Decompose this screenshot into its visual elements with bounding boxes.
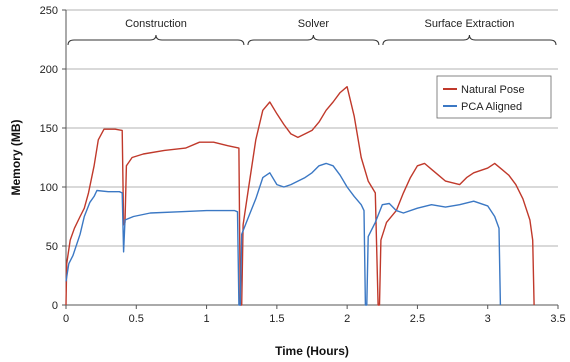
phase-bracket-0 xyxy=(67,34,245,46)
series-line-0 xyxy=(65,85,535,306)
x-axis-title: Time (Hours) xyxy=(275,344,349,358)
y-tick-label-0: 0 xyxy=(52,300,58,312)
phase-label-1: Solver xyxy=(298,18,330,30)
legend-label-1: PCA Aligned xyxy=(461,101,522,113)
y-tick-label-4: 200 xyxy=(40,64,58,76)
x-tick-label-2: 1 xyxy=(204,313,210,325)
x-tick-label-5: 2.5 xyxy=(410,313,425,325)
phase-bracket-2 xyxy=(382,34,557,46)
y-tick-label-5: 250 xyxy=(40,5,58,17)
x-tick-label-1: 0.5 xyxy=(129,313,144,325)
x-tick-label-3: 1.5 xyxy=(269,313,284,325)
tick-labels: 0 0.5 1 1.5 2 2.5 3 3.5 0 50 100 150 200 250 xyxy=(40,5,566,325)
x-tick-label-0: 0 xyxy=(63,313,69,325)
phase-label-2: Surface Extraction xyxy=(425,18,515,30)
y-tick-label-3: 150 xyxy=(40,123,58,135)
phase-label-0: Construction xyxy=(125,18,187,30)
legend: Natural Pose PCA Aligned xyxy=(436,75,552,119)
x-tick-label-6: 3 xyxy=(485,313,491,325)
grid-lines xyxy=(66,9,558,247)
series-lines xyxy=(65,85,535,306)
legend-entries: Natural Pose PCA Aligned xyxy=(443,84,525,113)
legend-box xyxy=(436,75,552,119)
legend-label-0: Natural Pose xyxy=(461,84,525,96)
x-tick-label-7: 3.5 xyxy=(550,313,565,325)
y-tick-label-2: 100 xyxy=(40,182,58,194)
phase-bracket-1 xyxy=(247,34,380,46)
axes xyxy=(62,9,559,309)
y-tick-label-1: 50 xyxy=(46,241,58,253)
x-tick-label-4: 2 xyxy=(344,313,350,325)
series-line-1 xyxy=(65,162,502,306)
y-axis-title: Memory (MB) xyxy=(9,119,23,195)
phase-brackets: Construction Solver Surface Extraction xyxy=(67,18,557,46)
